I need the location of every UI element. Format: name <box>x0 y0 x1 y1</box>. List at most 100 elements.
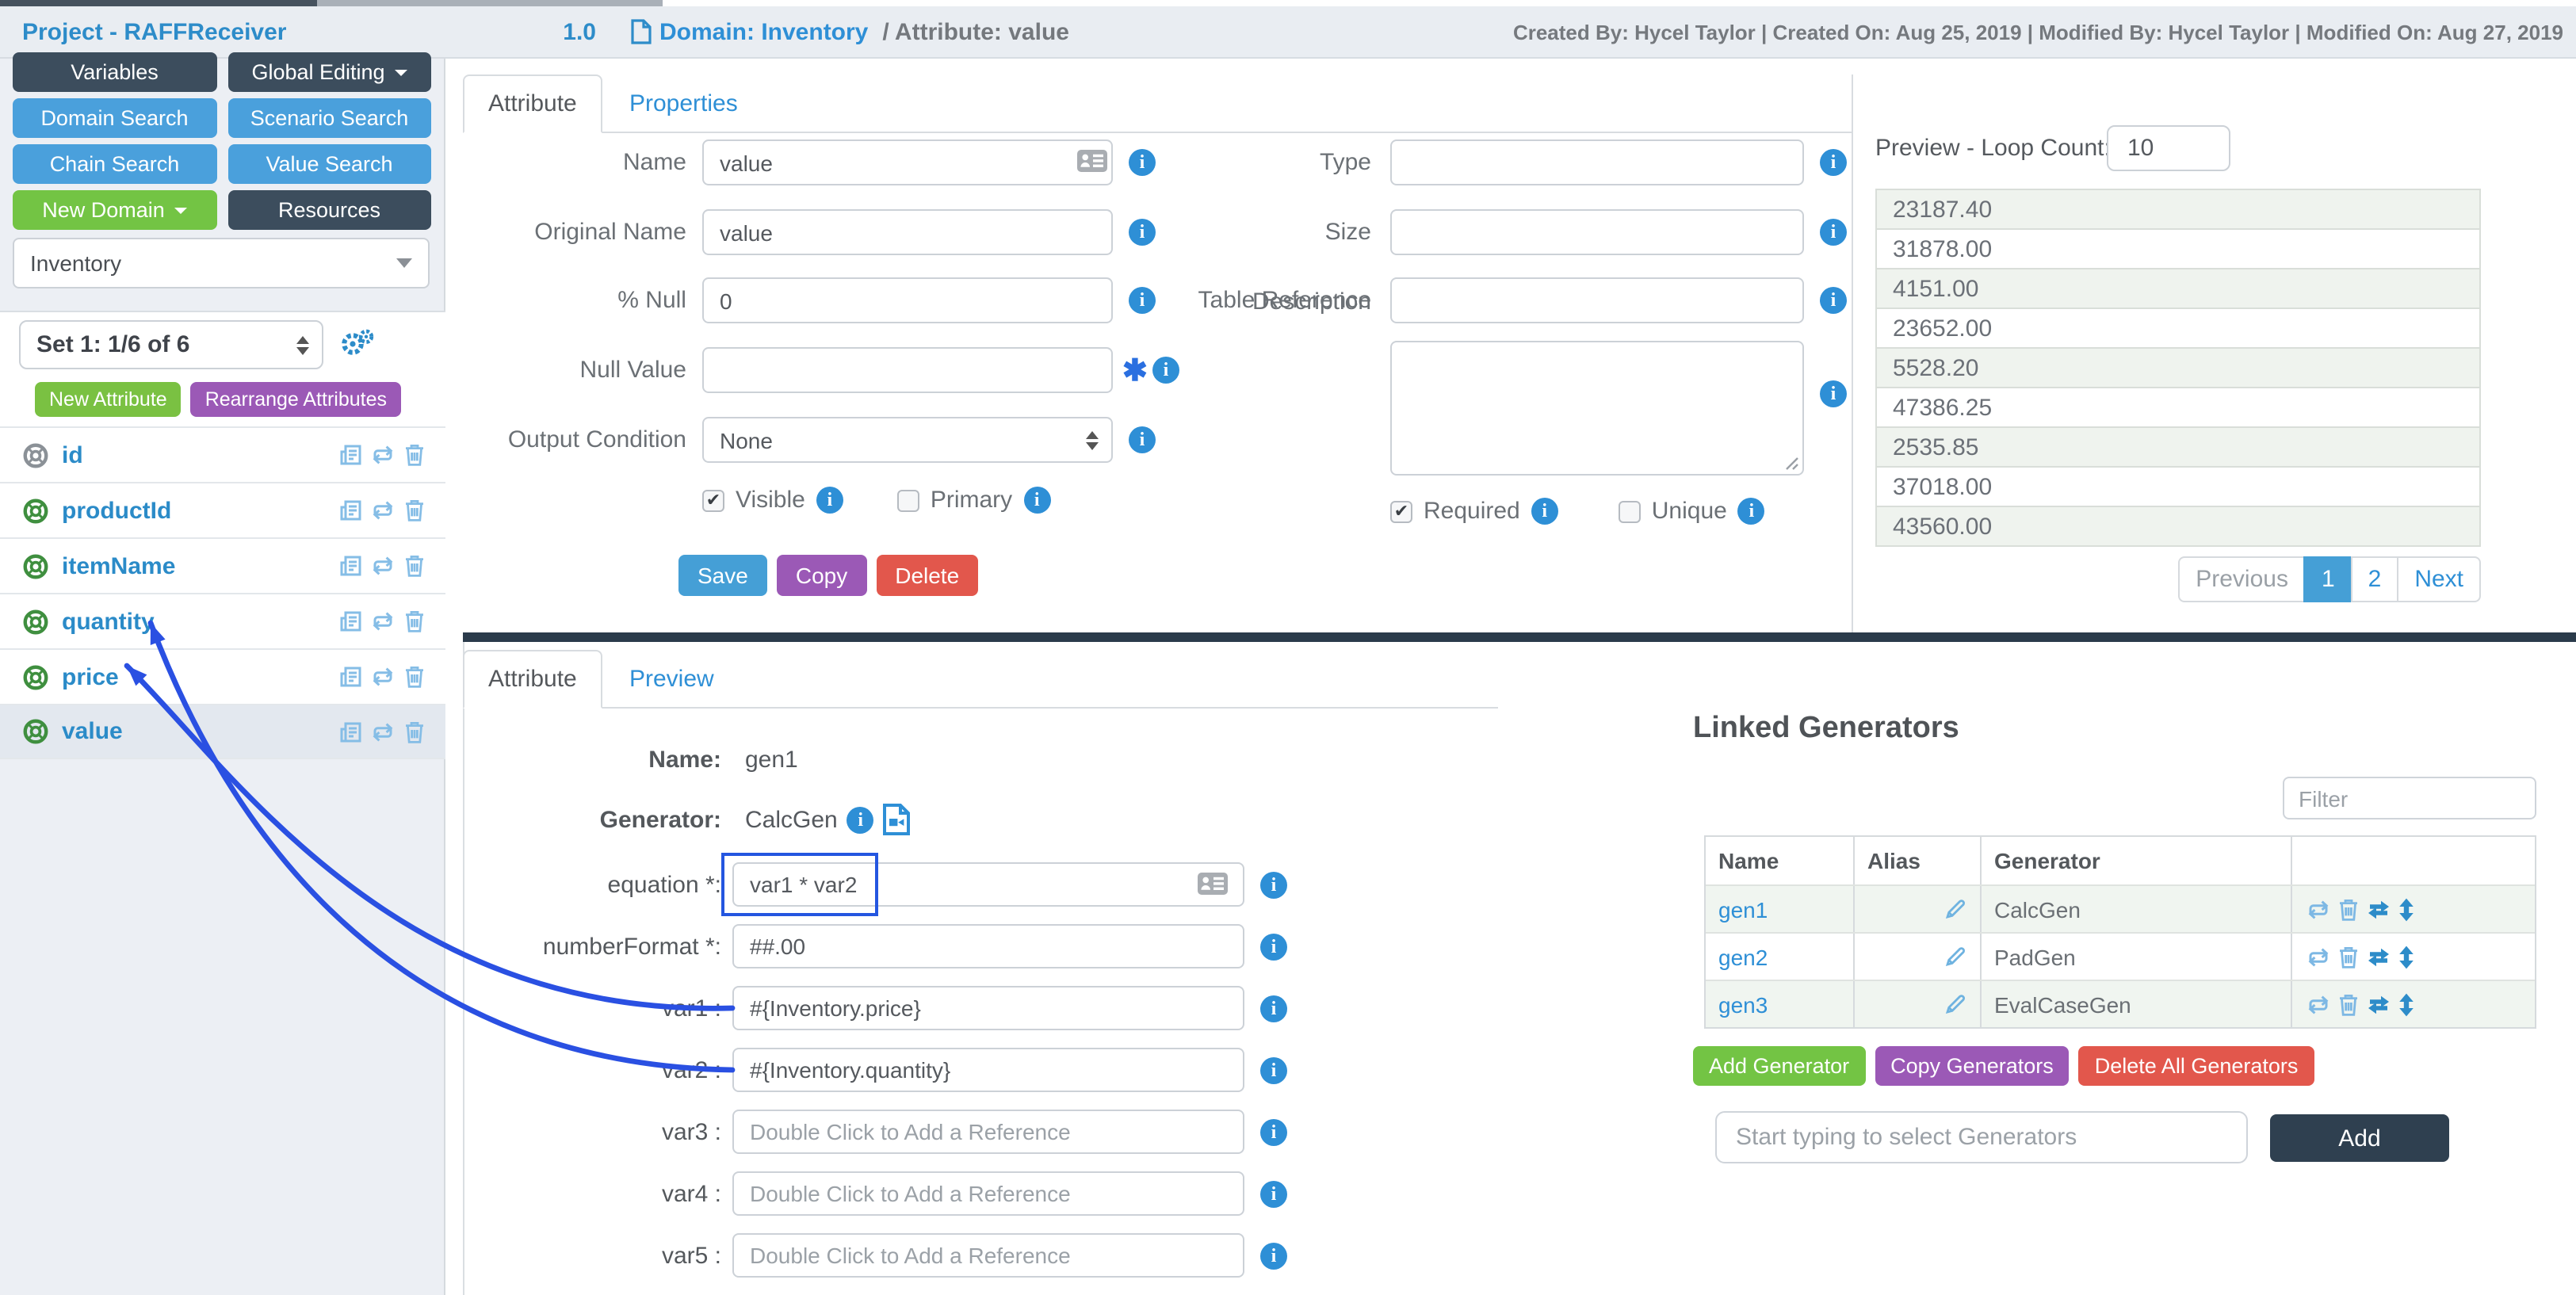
required-checkbox[interactable] <box>1390 500 1412 522</box>
loop-count-input[interactable] <box>2107 125 2230 171</box>
sidebar-button-global-editing[interactable]: Global Editing <box>227 52 431 92</box>
copy-attribute-icon[interactable] <box>338 609 363 634</box>
trash-icon[interactable] <box>403 609 426 634</box>
info-icon[interactable]: i <box>1820 149 1847 176</box>
var2-input[interactable] <box>732 1048 1244 1092</box>
info-icon[interactable]: i <box>1820 287 1847 314</box>
delete-button[interactable]: Delete <box>876 555 979 596</box>
size-input[interactable] <box>1390 209 1804 255</box>
pagination-page-1[interactable]: 1 <box>2303 556 2352 602</box>
info-icon[interactable]: i <box>1737 498 1765 525</box>
repeat-icon[interactable] <box>2305 896 2332 922</box>
attribute-name[interactable]: itemName <box>62 552 176 579</box>
info-icon[interactable]: i <box>1260 1119 1287 1146</box>
delete-all-generators-button[interactable]: Delete All Generators <box>2078 1046 2314 1086</box>
trash-icon[interactable] <box>403 442 426 468</box>
primary-checkbox[interactable] <box>896 489 919 511</box>
sidebar-button-variables[interactable]: Variables <box>13 52 216 92</box>
repeat-icon[interactable] <box>369 553 396 579</box>
copy-generators-button[interactable]: Copy Generators <box>1875 1046 2070 1086</box>
copy-attribute-icon[interactable] <box>338 719 363 744</box>
trash-icon[interactable] <box>2337 896 2360 922</box>
resize-handle-icon[interactable] <box>1783 455 1799 471</box>
repeat-icon[interactable] <box>369 719 396 744</box>
settings-gears-icon[interactable] <box>339 328 374 360</box>
generator-select-input[interactable] <box>1715 1111 2248 1163</box>
sidebar-button-new-domain[interactable]: New Domain <box>13 190 216 230</box>
set-select[interactable]: Set 1: 1/6 of 6 <box>19 320 323 369</box>
sidebar-button-chain-search[interactable]: Chain Search <box>13 144 216 184</box>
table-reference-input[interactable] <box>1390 277 1804 323</box>
rearrange-attributes-button[interactable]: Rearrange Attributes <box>190 382 401 417</box>
attribute-name[interactable]: id <box>62 441 83 468</box>
var3-input[interactable] <box>732 1110 1244 1154</box>
info-icon[interactable]: i <box>816 487 843 514</box>
swap-horizontal-icon[interactable] <box>2365 896 2392 922</box>
info-icon[interactable]: i <box>1820 380 1847 407</box>
info-icon[interactable]: i <box>847 806 874 833</box>
move-vertical-icon[interactable] <box>2397 944 2416 969</box>
repeat-icon[interactable] <box>2305 944 2332 969</box>
pagination-previous[interactable]: Previous <box>2178 556 2306 602</box>
info-icon[interactable]: i <box>1260 1243 1287 1270</box>
trash-icon[interactable] <box>2337 944 2360 969</box>
info-icon[interactable]: i <box>1129 426 1156 453</box>
var4-input[interactable] <box>732 1171 1244 1216</box>
pencil-icon[interactable] <box>1943 897 1967 921</box>
breadcrumb-domain[interactable]: Domain: Inventory <box>659 18 869 45</box>
tab-attribute[interactable]: Attribute <box>463 74 602 133</box>
generator-name-link[interactable]: gen2 <box>1718 944 1768 969</box>
attribute-row-quantity[interactable]: quantity <box>0 593 445 648</box>
info-icon[interactable]: i <box>1260 934 1287 961</box>
info-icon[interactable]: i <box>1260 872 1287 899</box>
trash-icon[interactable] <box>403 664 426 690</box>
save-button[interactable]: Save <box>678 555 767 596</box>
info-icon[interactable]: i <box>1023 487 1051 514</box>
description-textarea[interactable] <box>1390 341 1804 476</box>
vcard-icon[interactable] <box>1197 872 1229 896</box>
repeat-icon[interactable] <box>369 609 396 634</box>
type-input[interactable] <box>1390 139 1804 185</box>
attribute-name[interactable]: price <box>62 663 119 690</box>
attribute-row-productid[interactable]: productId <box>0 482 445 537</box>
move-vertical-icon[interactable] <box>2397 991 2416 1017</box>
trash-icon[interactable] <box>2337 991 2360 1017</box>
repeat-icon[interactable] <box>369 442 396 468</box>
generator-name-link[interactable]: gen1 <box>1718 896 1768 922</box>
generator-name-link[interactable]: gen3 <box>1718 991 1768 1017</box>
visible-checkbox[interactable] <box>702 489 724 511</box>
copy-button[interactable]: Copy <box>776 555 867 596</box>
null-value-input[interactable] <box>702 347 1113 393</box>
repeat-icon[interactable] <box>2305 991 2332 1017</box>
attribute-name[interactable]: value <box>62 718 123 745</box>
move-vertical-icon[interactable] <box>2397 896 2416 922</box>
unique-checkbox[interactable] <box>1618 500 1641 522</box>
attribute-name[interactable]: productId <box>62 497 172 524</box>
swap-horizontal-icon[interactable] <box>2365 991 2392 1017</box>
domain-select[interactable]: Inventory <box>13 238 430 288</box>
tab-properties[interactable]: Properties <box>629 90 738 117</box>
video-doc-icon[interactable] <box>883 804 911 835</box>
tab-generator-attribute[interactable]: Attribute <box>463 650 602 709</box>
original-name-input[interactable] <box>702 209 1113 255</box>
trash-icon[interactable] <box>403 498 426 523</box>
output-condition-select[interactable]: None <box>702 417 1113 463</box>
attribute-row-id[interactable]: id <box>0 426 445 482</box>
trash-icon[interactable] <box>403 553 426 579</box>
tab-generator-preview[interactable]: Preview <box>629 666 714 693</box>
sidebar-button-value-search[interactable]: Value Search <box>227 144 431 184</box>
add-button[interactable]: Add <box>2270 1114 2449 1162</box>
new-attribute-button[interactable]: New Attribute <box>35 382 182 417</box>
info-icon[interactable]: i <box>1152 357 1179 384</box>
sidebar-button-scenario-search[interactable]: Scenario Search <box>227 98 431 138</box>
info-icon[interactable]: i <box>1820 219 1847 246</box>
vcard-icon[interactable] <box>1076 149 1829 173</box>
copy-attribute-icon[interactable] <box>338 498 363 523</box>
info-icon[interactable]: i <box>1260 1057 1287 1084</box>
var5-input[interactable] <box>732 1233 1244 1278</box>
pagination-page-2[interactable]: 2 <box>2350 556 2399 602</box>
info-icon[interactable]: i <box>1531 498 1558 525</box>
pencil-icon[interactable] <box>1943 992 1967 1016</box>
repeat-icon[interactable] <box>369 498 396 523</box>
sidebar-button-resources[interactable]: Resources <box>227 190 431 230</box>
